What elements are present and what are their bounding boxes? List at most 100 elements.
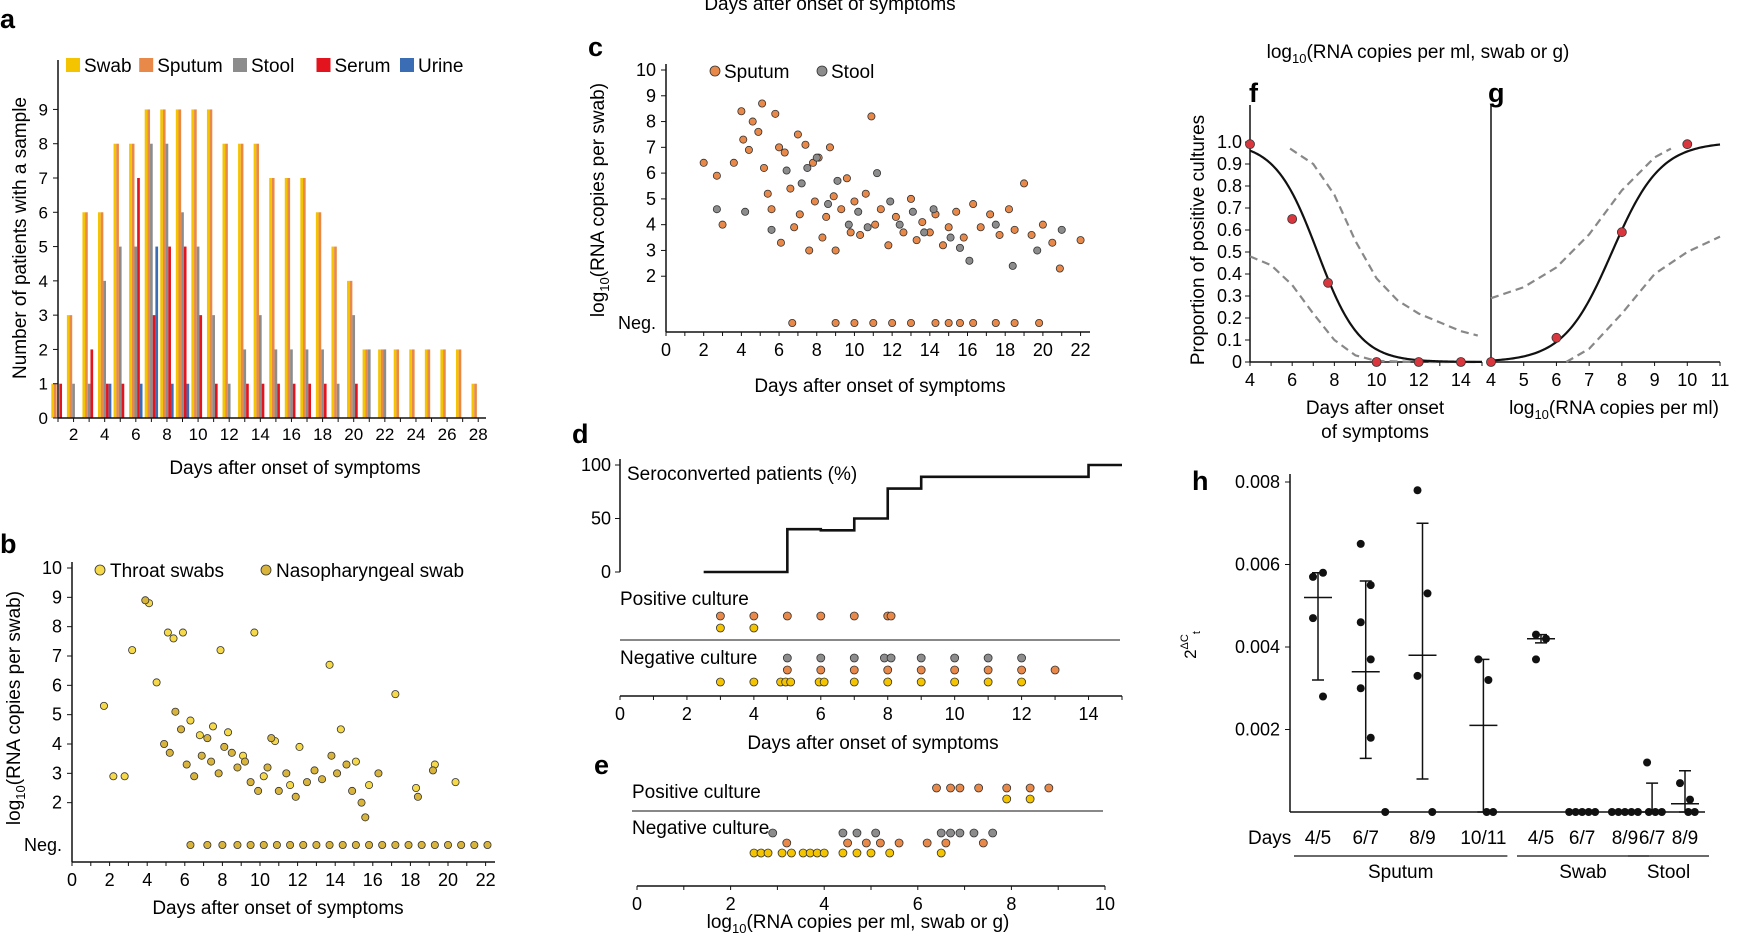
panel-letter-f: f [1249,78,1259,108]
panel-h-point [1607,808,1616,816]
panel-a-bar-sputum [53,383,57,418]
panel-g-xtick-label: 7 [1584,370,1594,390]
panel-a-bar-stool [103,280,107,418]
panel-h-sample-group-label: Swab [1559,862,1607,883]
panel-c-xtick-label: 2 [699,340,709,360]
panel-e-negative-point-swab [866,848,876,858]
panel-a-xtick-label: 12 [220,425,239,444]
panel-b-point-naso [428,766,437,775]
panel-c-point-sputum [939,241,948,250]
panel-a-ylabel: Number of patients with a sample [10,97,31,379]
panel-c-point-sputum [918,218,927,227]
panel-c-xtick-label: 10 [844,340,864,360]
panel-a-bar-swab [315,212,319,418]
panel-d-xtick-label: 14 [1079,704,1099,724]
panel-c-point-sputum [767,205,776,214]
panel-h-point [1413,486,1422,495]
panel-a-bar-stool [321,349,324,418]
panel-c-point-sputum [912,236,921,245]
panel-h-point [1309,572,1317,581]
panel-c-point-sputum [876,205,885,214]
panel-h-point [1620,808,1629,816]
panel-letter-c: c [588,32,603,62]
panel-h-point [1319,692,1327,701]
panel-c-point-sputum [846,228,855,237]
panel-c-legend-marker-stool [816,65,828,77]
panel-c-point-sputum [969,318,978,327]
panel-a-bar-sputum [349,280,353,418]
panel-a-bar-swab [160,109,163,418]
panel-g-ci-upper [1490,147,1672,300]
panel-e-positive-label: Positive culture [632,782,761,803]
panel-h-point [1571,808,1580,816]
panel-a-bar-serum [214,383,218,418]
panel-d-negative-point-swab [1017,677,1026,687]
panel-c-point-sputum [801,140,810,149]
panel-a-legend-label-swab: Swab [84,56,132,77]
panel-b-point-naso [443,841,452,850]
panel-a-bar-urine [170,383,174,418]
panel-c-ytick-label: 7 [646,137,656,157]
panel-e-negative-point-sputum [941,838,951,848]
panel-d-positive-point-sputum [716,611,725,621]
panel-a-bar-serum [90,349,94,418]
panel-e-positive-point-swab [1025,794,1035,804]
panel-b-point-naso [218,841,227,850]
panel-b-xtick-label: 6 [180,870,190,890]
panel-c-xtick-label: 0 [661,340,671,360]
panel-a-bar-swab [82,212,86,418]
panel-c-point-sputum [959,233,968,242]
panel-c-point-sputum [944,318,953,327]
panel-h-ytick-label: 0.002 [1235,720,1280,740]
panel-b-point-naso [361,813,370,822]
panel-d-negative-point-sputum [1050,665,1060,675]
panel-g-axes: 4 5 6 7 8 9 10 11 [1486,105,1729,390]
panel-e-negative-point-swab [936,848,946,858]
panel-d-negative-point-swab [749,677,759,687]
panel-a-bar-sputum [162,109,166,418]
panel-f-point [1413,357,1424,367]
panel-c-point-stool [833,176,842,185]
panel-a-xtick-label: 26 [438,425,457,444]
panel-e: Positive culture Negative culture 0 2 4 6 8 1… [632,782,1115,936]
panel-e-negative-point-sputum [894,838,904,848]
panel-b-point-naso [310,766,319,775]
panel-f-ytick-label: 0.6 [1217,220,1242,240]
panel-b-point-naso [325,841,334,850]
panel-b-point-naso [286,841,295,850]
panel-a-bar-swab [347,280,350,418]
panel-e-negative-point-swab [763,848,773,858]
panel-a-bar-swab [378,349,381,418]
panel-f-ytick-label: 0.1 [1217,330,1242,350]
panel-c-point-sputum [1004,205,1013,214]
panel-f-xtick-label: 6 [1287,370,1297,390]
panel-a-bar-sputum [458,349,462,418]
panel-a-bar-sputum [318,212,322,418]
panel-c-point-sputum [1035,318,1044,327]
panel-b-point-naso [254,786,263,795]
panel-a-bar-serum [246,383,249,418]
panel-d-series-label: Seroconverted patients (%) [627,464,857,485]
panel-e-negative-point-swab [885,848,895,858]
panel-h-point [1356,684,1365,693]
panel-e-negative-point-stool [988,828,998,838]
panel-a-bar-swab [455,349,459,418]
panel-c-point-sputum [856,230,865,239]
panel-b-point-naso [182,760,191,769]
panel-d-xtick-label: 6 [816,704,826,724]
panel-b-legend-marker-throat [94,564,106,576]
panel-c-point-stool [895,220,904,229]
panel-e-positive-point-sputum [1002,783,1012,793]
panel-a-legend-swatch-sputum [139,58,154,72]
panel-d-xtick-label: 0 [615,704,625,724]
panel-b-point-throat [286,781,295,790]
panel-b-point-throat [128,646,137,655]
panel-b-xtick-label: 10 [250,870,270,890]
panel-b-point-naso [282,769,291,778]
panel-h-point [1633,808,1642,816]
panel-f-xlabel-line1: Days after onset [1306,398,1445,419]
panel-b-point-naso [190,772,199,781]
panel-c-ytick-label: 2 [646,266,656,286]
